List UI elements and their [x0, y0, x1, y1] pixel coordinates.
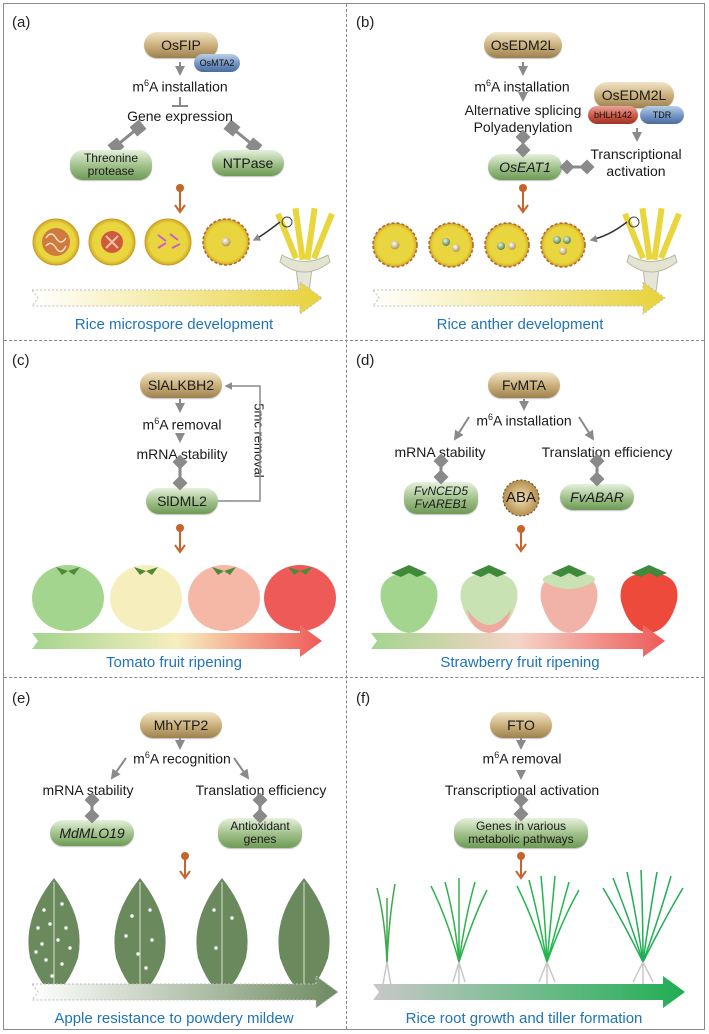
panel-c-step1: m6A removal: [142, 416, 222, 433]
microspore-stage-2: [88, 218, 136, 266]
panel-e-right-step: Translation efficiency: [195, 782, 327, 798]
panel-b-label: (b): [356, 14, 375, 31]
tomato-pink: [188, 565, 260, 631]
panel-b-progress-arrow: [372, 281, 666, 315]
tdr-partner: TDR: [640, 106, 684, 124]
tomato-green: [32, 565, 104, 631]
panel-d-connectors: [371, 399, 678, 657]
panel-c-label: (c): [12, 352, 30, 369]
panel-b-side-step: Transcriptional activation: [590, 146, 682, 179]
panel-e-connectors: [28, 738, 339, 1009]
ntpase-target: NTPase: [212, 150, 284, 176]
panel-f-connectors: [373, 738, 685, 1008]
leaf-light-mildew: [196, 878, 248, 996]
sldml2-target: SlDML2: [146, 488, 218, 514]
row-divider-2: [4, 677, 704, 678]
panel-d-step1: m6A installation: [476, 412, 572, 429]
panel-c-progress-arrow: [32, 625, 322, 657]
panel-a-caption: Rice microspore development: [74, 316, 274, 333]
metabolic-genes-target: Genes in various metabolic pathways: [454, 818, 588, 848]
panel-f-step1: m6A removal: [482, 750, 562, 767]
anther-stage-3: [484, 222, 530, 268]
fvabar-target: FvABAR: [560, 484, 634, 510]
panel-e-caption: Apple resistance to powdery mildew: [54, 1010, 294, 1027]
fto-protein: FTO: [490, 712, 552, 738]
panel-e-left-step: mRNA stability: [42, 782, 134, 798]
rice-seedling-2: [430, 878, 488, 984]
anther-stage-4: [540, 222, 586, 268]
panel-a-step1: m6A installation: [132, 78, 228, 95]
panel-b-step1: m6A installation: [474, 78, 570, 95]
rice-seedling-4: [602, 869, 684, 984]
panel-a-connectors: [107, 62, 263, 214]
aba-label: ABA: [506, 489, 537, 506]
strawberry-pink: [540, 565, 598, 633]
panel-c-caption: Tomato fruit ripening: [106, 654, 242, 671]
column-divider: [346, 4, 347, 1029]
panel-a-step2: Gene expression: [127, 108, 233, 124]
panel-a-progress-arrow: [31, 281, 323, 315]
osfip-protein: OsFIP: [144, 32, 218, 58]
osedm2l-protein: OsEDM2L: [484, 32, 562, 58]
strawberry-green: [380, 565, 438, 633]
panel-f-step2: Transcriptional activation: [444, 782, 600, 798]
leaf-moderate-mildew: [114, 878, 166, 996]
panel-e-step1: m6A recognition: [133, 750, 231, 767]
bhlh142-partner: bHLH142: [588, 106, 638, 124]
anther-stage-1: [372, 222, 418, 268]
tomato-yellow: [110, 565, 182, 631]
microspore-stage-4: [202, 218, 250, 266]
mdmlo19-target: MdMLO19: [50, 820, 134, 846]
panel-b-step2: Alternative splicing Polyadenylation: [464, 102, 582, 135]
panel-e-progress-arrow: [31, 975, 339, 1009]
osedm2l-complex: OsEDM2L: [594, 82, 674, 108]
rice-floret-b: [622, 207, 682, 301]
microspore-stage-1: [32, 218, 80, 266]
strawberry-red: [620, 565, 678, 633]
panel-a-label: (a): [12, 14, 31, 31]
panel-e-label: (e): [12, 690, 31, 707]
panel-f-label: (f): [356, 690, 371, 707]
slalkbh2-protein: SlALKBH2: [140, 372, 222, 398]
row-divider-1: [4, 340, 704, 341]
strawberry-blush: [460, 565, 518, 633]
mhytp2-protein: MhYTP2: [140, 712, 222, 738]
oseat1-target: OsEAT1: [488, 154, 562, 180]
anther-stage-2: [428, 222, 474, 268]
panel-d-label: (d): [356, 352, 375, 369]
panel-d-progress-arrow: [371, 625, 665, 657]
panel-f-progress-arrow: [373, 976, 685, 1008]
aba-circle: [502, 479, 540, 517]
panel-c-connectors: [32, 382, 336, 657]
tomato-red: [264, 565, 336, 631]
leaf-healthy: [278, 878, 330, 996]
fvnced5-fvareb1-target: FvNCED5 FvAREB1: [404, 482, 478, 514]
panel-a-microspores: [31, 207, 335, 315]
panel-d-left-step: mRNA stability: [394, 444, 486, 460]
fvmta-protein: FvMTA: [488, 372, 560, 398]
panel-f-caption: Rice root growth and tiller formation: [405, 1010, 643, 1027]
panel-b-caption: Rice anther development: [436, 316, 604, 333]
panel-c-step2: mRNA stability: [136, 446, 228, 462]
threonine-protease-target: Threonine protease: [70, 150, 152, 180]
panel-b-connectors: [372, 62, 682, 315]
panel-d-right-step: Translation efficiency: [541, 444, 673, 460]
microspore-stage-3: [144, 218, 192, 266]
figure-frame: [3, 3, 705, 1030]
rice-seedling-1: [376, 883, 396, 987]
leaf-heavy-mildew: [28, 878, 80, 996]
panel-d-caption: Strawberry fruit ripening: [440, 654, 600, 671]
osmta2-partner: OsMTA2: [194, 54, 240, 72]
rice-seedling-3: [516, 875, 580, 984]
